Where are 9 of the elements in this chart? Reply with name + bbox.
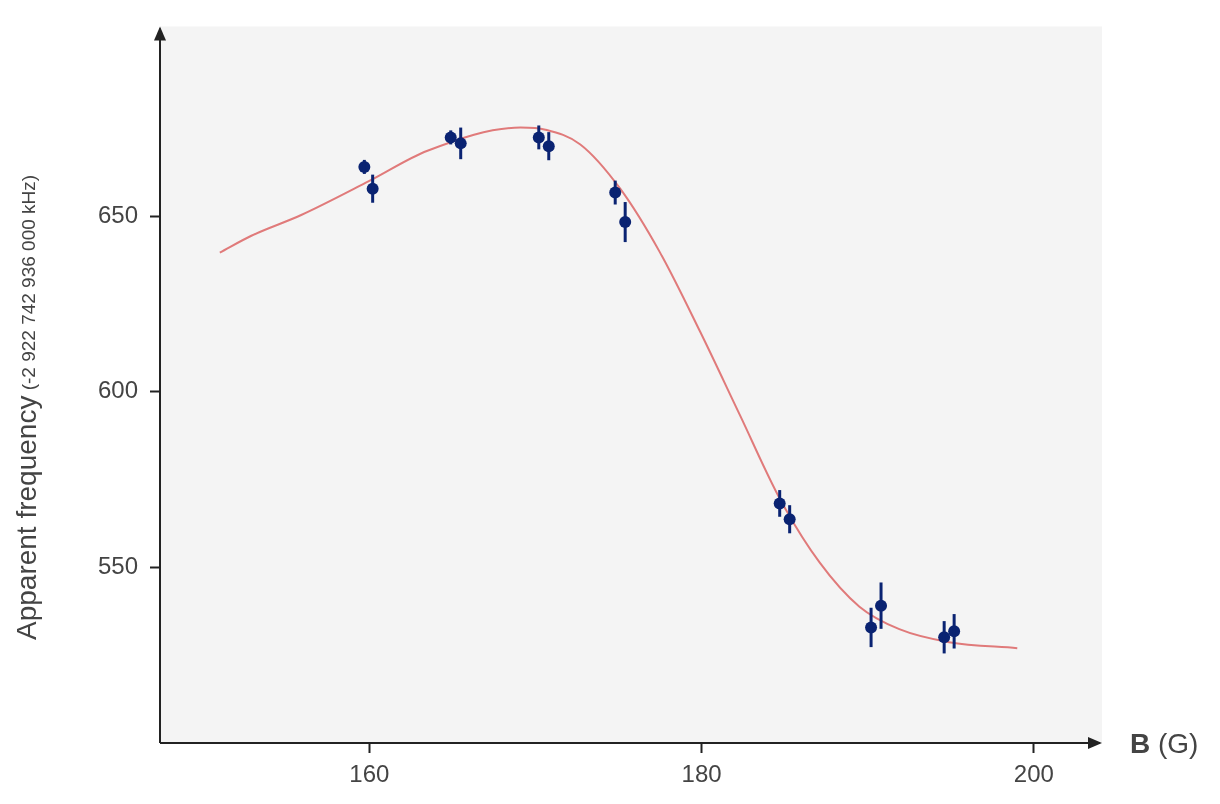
y-axis-title: Apparent frequency (-2 922 742 936 000 kHz) xyxy=(10,174,42,640)
line-series xyxy=(218,126,1019,650)
y-tick-label: 600 xyxy=(97,376,138,404)
x-tick-label: 200 xyxy=(1013,760,1054,788)
y-tick-label: 550 xyxy=(97,551,138,579)
x-axis-title: B (G) xyxy=(1130,727,1199,759)
y-tick-label: 650 xyxy=(97,200,138,228)
x-tick-label: 160 xyxy=(349,760,390,788)
x-tick-label: 180 xyxy=(681,760,722,788)
